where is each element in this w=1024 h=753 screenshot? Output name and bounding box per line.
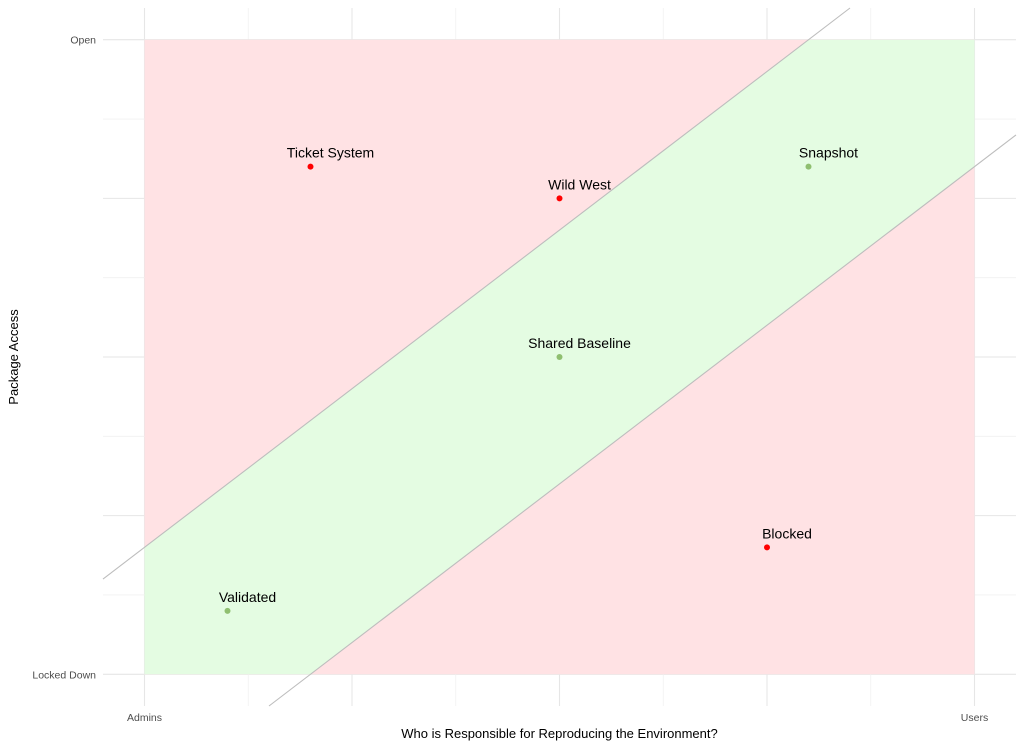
x-axis-title: Who is Responsible for Reproducing the E… [401, 726, 718, 741]
data-point [805, 163, 812, 170]
y-tick-label: Locked Down [32, 669, 96, 681]
data-label: Ticket System [287, 145, 374, 161]
data-point [556, 354, 563, 360]
y-tick-label: Open [70, 35, 96, 47]
points [224, 163, 812, 614]
x-tick-label: Users [961, 712, 988, 724]
data-label: Shared Baseline [528, 335, 631, 351]
band-line-upper [102, 7, 851, 580]
axes: Admins Users Locked Down Open Who is Respons… [6, 35, 988, 741]
band-line-lower [268, 134, 1017, 707]
data-label: Wild West [548, 176, 611, 192]
y-axis-title: Package Access [6, 309, 21, 405]
band-lines [102, 7, 1017, 707]
data-label: Validated [219, 589, 276, 605]
point-labels: Ticket System Wild West Snapshot Shared Bas… [219, 145, 858, 605]
data-label: Blocked [762, 525, 812, 541]
data-label: Snapshot [799, 145, 858, 161]
data-point [224, 607, 231, 614]
x-tick-label: Admins [127, 712, 162, 724]
data-point [764, 544, 770, 551]
data-point [556, 195, 563, 202]
data-point [307, 163, 314, 170]
